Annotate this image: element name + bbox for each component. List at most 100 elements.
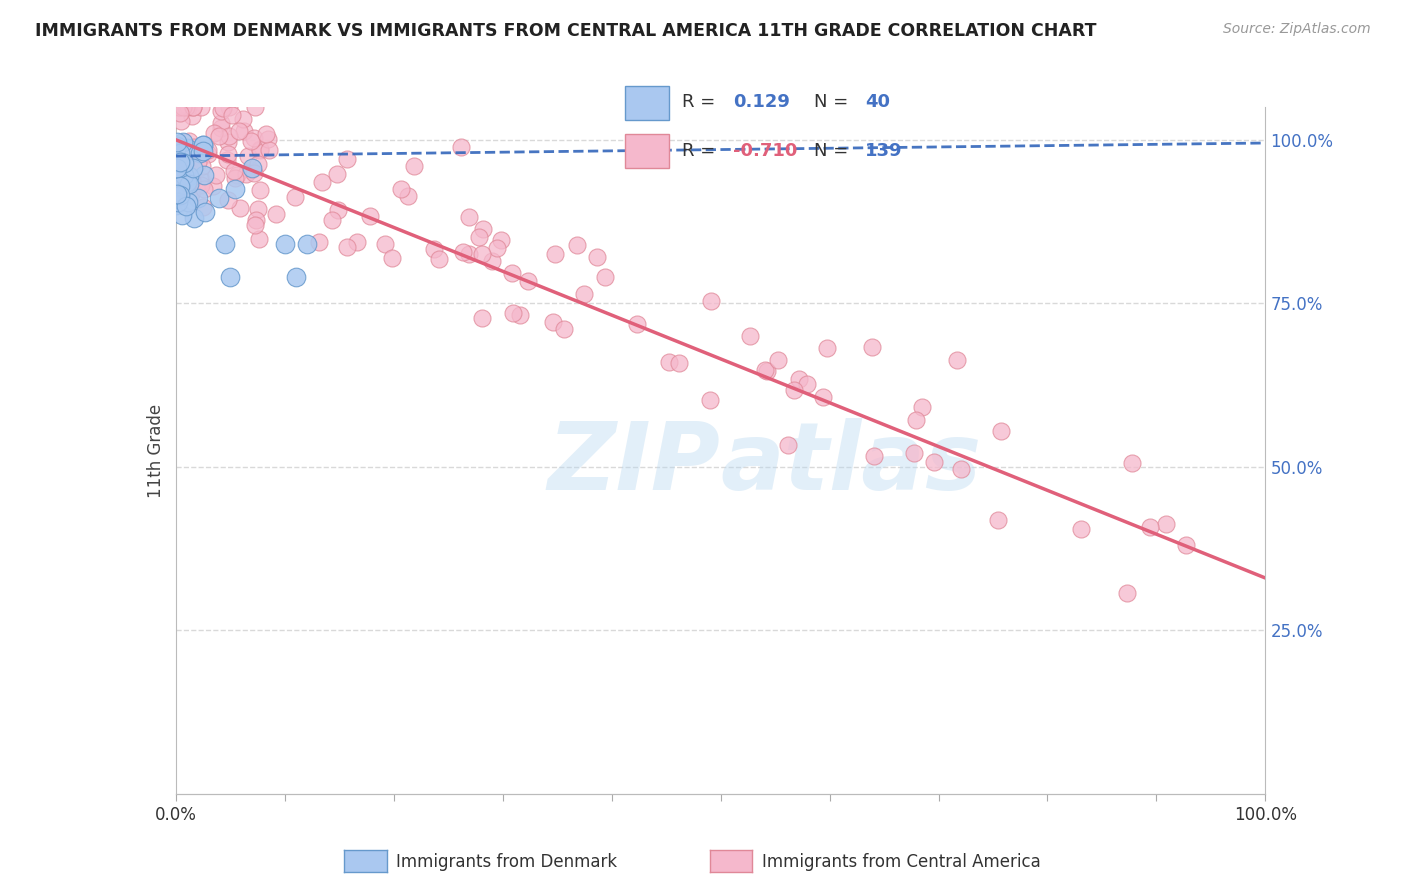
Point: [247, 202, 270, 216]
Point: [173, 168, 195, 182]
Point: [249, 143, 271, 157]
Point: [235, 168, 257, 182]
Point: [243, 100, 266, 114]
Point: [381, 252, 404, 266]
Point: [197, 143, 219, 157]
Point: [668, 356, 690, 370]
Point: [489, 234, 512, 248]
Point: [197, 146, 219, 161]
Point: [170, 208, 193, 222]
Point: [450, 140, 472, 154]
Point: [176, 175, 198, 189]
Point: [179, 134, 201, 148]
Point: [224, 181, 246, 195]
Point: [336, 239, 359, 253]
Point: [202, 179, 225, 194]
Point: [217, 153, 239, 168]
Point: [169, 188, 191, 202]
Point: [176, 141, 198, 155]
Point: [204, 168, 226, 182]
Point: [190, 100, 212, 114]
Point: [766, 353, 789, 368]
Point: [170, 114, 193, 128]
Point: [166, 156, 188, 170]
Point: [457, 247, 479, 261]
Point: [990, 424, 1012, 438]
Point: [815, 341, 838, 355]
Point: [177, 178, 200, 192]
Text: -0.710: -0.710: [733, 142, 797, 160]
Point: [308, 235, 330, 249]
Point: [193, 137, 215, 152]
Text: Source: ZipAtlas.com: Source: ZipAtlas.com: [1223, 22, 1371, 37]
Point: [191, 159, 214, 173]
Text: Immigrants from Denmark: Immigrants from Denmark: [396, 853, 617, 871]
Point: [423, 242, 446, 256]
Point: [180, 173, 202, 187]
Point: [180, 186, 202, 201]
Point: [179, 155, 201, 169]
Point: [166, 135, 188, 149]
Point: [754, 363, 776, 377]
Point: [595, 270, 617, 285]
Point: [257, 131, 280, 145]
Point: [193, 145, 215, 159]
Point: [325, 167, 347, 181]
Point: [221, 108, 243, 122]
Point: [789, 371, 811, 385]
Point: [572, 286, 595, 301]
Point: [169, 179, 191, 194]
Point: [190, 178, 212, 192]
Point: [180, 184, 202, 198]
Point: [471, 247, 494, 261]
Point: [166, 161, 188, 176]
Point: [359, 209, 381, 223]
Point: [193, 168, 215, 182]
Point: [481, 254, 503, 268]
Point: [232, 112, 254, 127]
Point: [228, 201, 250, 215]
Point: [218, 100, 240, 114]
Point: [946, 353, 969, 368]
Point: [240, 161, 263, 175]
Point: [254, 127, 277, 141]
Point: [181, 161, 204, 175]
Point: [193, 181, 215, 195]
Point: [457, 210, 479, 224]
Point: [471, 221, 494, 235]
Point: [274, 237, 297, 252]
Point: [950, 462, 973, 476]
Point: [501, 267, 523, 281]
Point: [243, 218, 266, 232]
Point: [860, 340, 883, 354]
Point: [212, 101, 235, 115]
Point: [181, 100, 204, 114]
Point: [187, 154, 209, 169]
Text: N =: N =: [814, 142, 853, 160]
Point: [188, 145, 211, 160]
Text: IMMIGRANTS FROM DENMARK VS IMMIGRANTS FROM CENTRAL AMERICA 11TH GRADE CORRELATIO: IMMIGRANTS FROM DENMARK VS IMMIGRANTS FR…: [35, 22, 1097, 40]
Point: [541, 315, 564, 329]
Point: [167, 195, 190, 210]
Point: [374, 236, 396, 251]
Point: [567, 238, 589, 252]
Text: 0.129: 0.129: [733, 94, 790, 112]
Point: [224, 170, 246, 185]
Point: [166, 169, 188, 184]
Point: [170, 161, 193, 175]
Point: [233, 124, 256, 138]
Point: [170, 155, 193, 169]
Point: [284, 270, 307, 285]
Point: [247, 232, 270, 246]
Point: [796, 377, 818, 392]
Point: [165, 148, 187, 162]
Point: [1116, 585, 1139, 599]
Point: [166, 139, 188, 153]
Point: [180, 109, 202, 123]
Point: [699, 392, 721, 407]
Point: [402, 159, 425, 173]
Point: [193, 205, 215, 219]
Point: [544, 246, 567, 260]
Point: [208, 129, 231, 144]
Point: [246, 157, 269, 171]
